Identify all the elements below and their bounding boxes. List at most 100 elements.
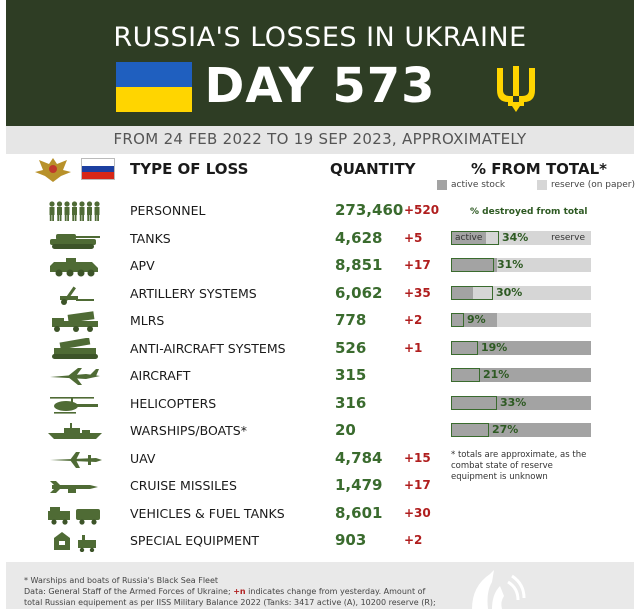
uav-icon [50,451,102,468]
bar-active-label: active [455,232,483,243]
table-row: SPECIAL EQUIPMENT 903 +2 [0,527,640,554]
loss-quantity: 4,784 [335,448,383,467]
artillery-icon [60,285,94,305]
daily-change: +5 [404,230,423,245]
anti-aircraft-icon [52,337,98,359]
loss-quantity: 1,479 [335,476,383,494]
destroyed-legend: % destroyed from total [470,207,588,217]
percent-value: 34% [502,230,529,244]
loss-quantity: 8,851 [335,256,383,274]
table-row: APV 8,851 +17 31% [0,252,640,279]
loss-type-label: VEHICLES & FUEL TANKS [130,505,285,521]
ukraine-flag-icon [116,62,192,112]
footer: * Warships and boats of Russia's Black S… [6,562,634,609]
date-range-bar: FROM 24 FEB 2022 TO 19 SEP 2023, APPROXI… [6,126,634,154]
russian-army-emblem-icon [35,158,71,182]
table-row: CRUISE MISSILES 1,479 +17 [0,472,640,499]
loss-type-label: PERSONNEL [130,203,206,218]
loss-type-label: UAV [130,450,156,466]
type-column-header: TYPE OF LOSS [130,160,249,178]
destroyed-fill [451,423,489,437]
vehicles-icon [48,506,100,525]
daily-change: +17 [404,478,431,492]
source-logo-icon [472,570,526,609]
daily-change: +17 [404,258,431,272]
loss-quantity: 8,601 [335,503,383,522]
quantity-column-header: QUANTITY [330,160,416,178]
active-stock-fill [451,423,591,437]
tank-icon [50,233,100,249]
soldiers-icon [49,201,100,221]
table-row: TANKS 4,628 +5 active reserve 34% [0,225,640,252]
percent-value: 30% [496,285,523,299]
percent-bar: active reserve 34% [451,230,591,245]
active-stock-fill [451,258,497,272]
legend-active: active stock [437,180,505,190]
active-stock-fill [451,395,591,410]
loss-type-label: APV [130,258,155,273]
table-row: ANTI-AIRCRAFT SYSTEMS 526 +1 19% [0,335,640,362]
apv-icon [50,258,98,277]
percent-value: 31% [497,258,524,271]
loss-type-label: ARTILLERY SYSTEMS [130,285,257,301]
percent-bar: 27% [451,423,591,437]
destroyed-fill [451,285,493,300]
trident-icon [497,66,535,112]
percent-value: 21% [483,368,510,381]
table-row: AIRCRAFT 315 21% [0,362,640,389]
percent-bar: 9% [451,313,591,327]
active-stock-fill [451,230,486,245]
page-title: RUSSIA'S LOSSES IN UKRAINE [113,22,527,53]
table-row: UAV 4,784 +15 [0,445,640,472]
loss-type-label: ANTI-AIRCRAFT SYSTEMS [130,340,286,356]
loss-type-label: SPECIAL EQUIPMENT [130,533,260,548]
legend-reserve: reserve (on paper) [537,180,635,190]
loss-quantity: 315 [335,366,367,384]
percent-bar: 33% [451,395,591,410]
daily-change: +30 [404,505,431,520]
day-counter: DAY 573 [204,58,436,114]
percent-value: 19% [481,340,508,354]
percent-bar: 30% [451,285,591,300]
mlrs-icon [52,311,98,332]
loss-quantity: 4,628 [335,228,383,247]
destroyed-fill [451,340,478,355]
active-stock-fill [451,313,497,327]
loss-type-label: AIRCRAFT [130,368,191,383]
destroyed-fill [451,313,464,327]
footer-line-1: * Warships and boats of Russia's Black S… [24,576,219,585]
russia-flag-icon [81,158,115,180]
active-stock-fill [451,368,591,382]
daily-change: +1 [404,340,423,355]
footer-line-3: total Russian equipement as per IISS Mil… [24,598,436,607]
loss-quantity: 273,460 [335,201,404,219]
loss-type-label: CRUISE MISSILES [130,478,237,493]
loss-quantity: 316 [335,393,367,412]
loss-type-label: WARSHIPS/BOATS* [130,423,247,438]
bar-reserve-label: reserve [551,232,585,243]
date-range: FROM 24 FEB 2022 TO 19 SEP 2023, APPROXI… [113,130,527,148]
aircraft-icon [50,368,100,385]
active-stock-fill [451,340,591,355]
destroyed-fill [451,230,499,245]
table-row: VEHICLES & FUEL TANKS 8,601 +30 [0,500,640,527]
active-stock-fill [451,285,473,300]
approximation-note: * totals are approximate, as the combat … [451,450,587,482]
loss-quantity: 903 [335,531,367,549]
loss-type-label: MLRS [130,313,165,328]
percent-column-header: % FROM TOTAL* [471,160,608,178]
loss-quantity: 778 [335,311,367,329]
daily-change: +2 [404,313,423,327]
destroyed-fill [451,368,480,382]
daily-change: +35 [404,285,431,300]
table-row: ARTILLERY SYSTEMS 6,062 +35 30% [0,280,640,307]
daily-change: +520 [404,203,440,217]
percent-value: 27% [492,423,519,436]
loss-quantity: 526 [335,338,367,357]
header-banner: RUSSIA'S LOSSES IN UKRAINE DAY 573 [6,0,634,126]
special-equipment-icon [54,532,96,552]
table-row: HELICOPTERS 316 33% [0,390,640,417]
destroyed-fill [451,258,494,272]
destroyed-fill [451,395,497,410]
percent-bar: 19% [451,340,591,355]
